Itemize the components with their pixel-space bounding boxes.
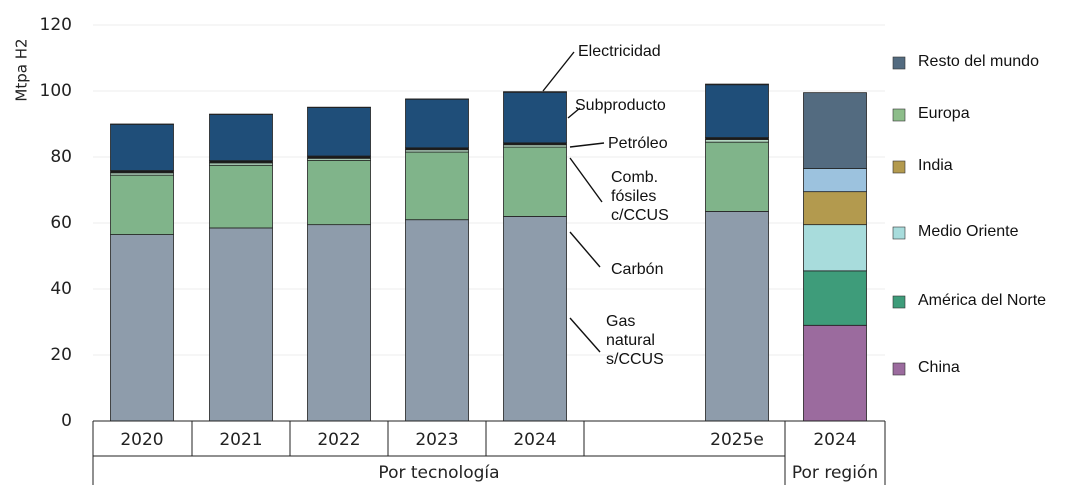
legend-label: América del Norte (918, 292, 1047, 309)
bar-segment (705, 141, 769, 212)
bar-segment (110, 174, 174, 235)
x-tick-label: 2020 (120, 430, 163, 450)
leader-line (567, 107, 581, 119)
legend-label: China (918, 359, 960, 376)
annotation: Gas natural s/CCUS (606, 313, 664, 368)
bar-segment (110, 123, 174, 171)
x-tick-label: 2024 (513, 430, 556, 450)
y-tick-label: 20 (50, 345, 72, 365)
bar-segment (803, 224, 867, 272)
x-tick-label: 2023 (415, 430, 458, 450)
bar-segment (803, 92, 867, 169)
group-label: Por región (792, 463, 878, 483)
bar-segment (705, 84, 769, 138)
bar-segment (503, 215, 567, 422)
leader-line (569, 231, 601, 268)
legend-swatch (892, 226, 906, 240)
bar-segment (307, 224, 371, 422)
bar-segment (803, 324, 867, 422)
y-tick-label: 80 (50, 147, 72, 167)
leader-line (569, 142, 605, 148)
y-tick-label: 100 (40, 81, 72, 101)
annotation: Petróleo (608, 135, 668, 152)
bar-segment (803, 191, 867, 226)
x-tick-label: 2025e (710, 430, 764, 450)
annotation: Subproducto (575, 97, 666, 114)
annotation: Comb. fósiles c/CCUS (611, 169, 669, 224)
bar-segment (405, 98, 469, 149)
y-tick-label: 40 (50, 279, 72, 299)
legend-label: Europa (918, 105, 970, 122)
legend-label: Resto del mundo (918, 53, 1039, 70)
leader-line (542, 51, 575, 92)
bar-segment (209, 227, 273, 422)
x-tick-label: 2022 (317, 430, 360, 450)
leader-line (569, 317, 601, 353)
x-tick-label: 2024 (813, 430, 856, 450)
legend-swatch (892, 362, 906, 376)
leader-line (569, 157, 603, 203)
legend-label: Medio Oriente (918, 223, 1019, 240)
x-tick-label: 2021 (219, 430, 262, 450)
bar-segment (503, 91, 567, 93)
bar-segment (503, 91, 567, 144)
bar-segment (503, 146, 567, 217)
y-tick-label: 60 (50, 213, 72, 233)
y-tick-label: 120 (40, 15, 72, 35)
bar-segment (705, 211, 769, 422)
legend-swatch (892, 160, 906, 174)
annotation: Electricidad (578, 43, 661, 60)
bar-segment (209, 164, 273, 229)
bar-segment (705, 83, 769, 86)
bar-segment (307, 159, 371, 226)
bar-segment (803, 270, 867, 326)
annotation: Carbón (611, 261, 664, 278)
legend-swatch (892, 108, 906, 122)
bar-segment (209, 114, 273, 162)
legend-label: India (918, 157, 953, 174)
y-axis-label: Mtpa H2 (13, 38, 31, 101)
bar-segment (405, 151, 469, 221)
bar-segment (405, 219, 469, 422)
legend-swatch (892, 295, 906, 309)
group-label: Por tecnología (378, 463, 499, 483)
bar-segment (803, 168, 867, 193)
bar-segment (307, 107, 371, 157)
legend-swatch (892, 56, 906, 70)
y-tick-label: 0 (61, 411, 72, 431)
bar-segment (110, 234, 174, 422)
